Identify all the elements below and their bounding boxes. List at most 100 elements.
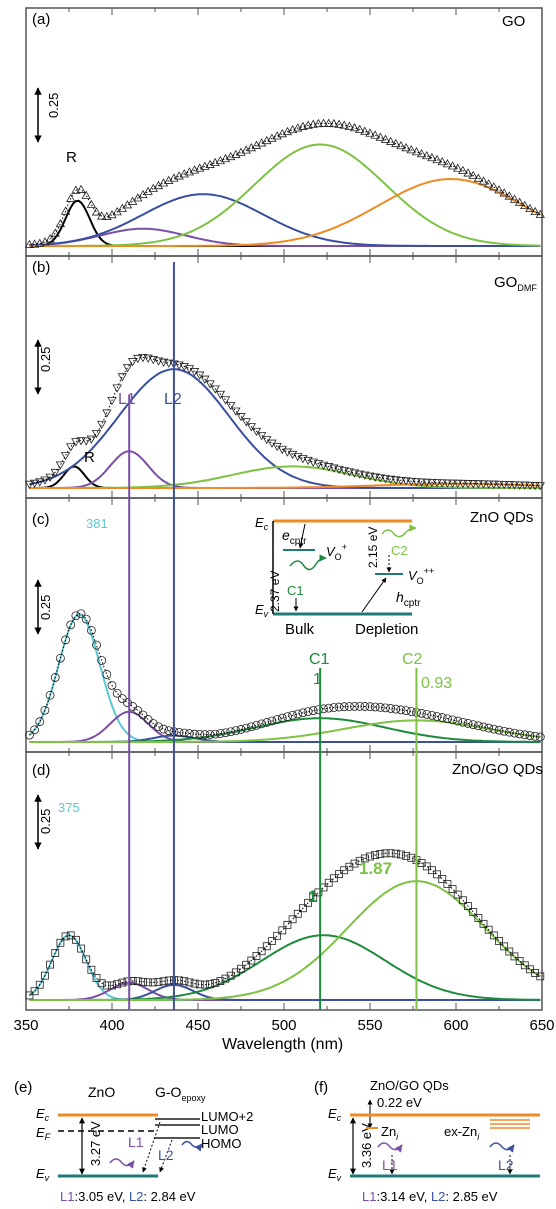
data-point — [344, 121, 355, 130]
data-point — [35, 717, 45, 727]
inset-bulk-label: Bulk — [285, 621, 315, 638]
L2-line-label: L2 — [164, 391, 182, 408]
data-point — [278, 926, 287, 935]
data-point — [416, 478, 427, 487]
data-point — [102, 670, 112, 679]
data-point — [299, 904, 307, 913]
data-point — [66, 931, 75, 940]
data-point — [324, 878, 333, 887]
data-point — [97, 979, 106, 988]
data-point — [474, 914, 483, 922]
data-point — [123, 698, 132, 708]
data-point — [113, 980, 122, 989]
panel-e-L1-label: L1 — [128, 1134, 144, 1150]
data-point — [432, 712, 442, 721]
data-point — [133, 977, 142, 986]
panel-e-band-diagram: (e) ZnO G-Oepoxy Ec EF Ev 3.27 eV LUMO+2… — [14, 1079, 253, 1204]
data-point — [46, 960, 54, 969]
panel-e-lumo-label: LUMO — [201, 1122, 239, 1137]
panel-e-lumo2-label: LUMO+2 — [201, 1109, 253, 1124]
data-point — [45, 234, 55, 243]
data-point — [350, 859, 359, 868]
data-point — [489, 480, 499, 489]
panel-c-label: (c) — [32, 511, 50, 528]
data-point — [495, 937, 503, 945]
data-point — [458, 479, 468, 489]
data-point — [366, 852, 374, 861]
data-point — [427, 710, 437, 720]
data-point — [308, 706, 318, 715]
panel-c-381-label: 381 — [86, 516, 108, 531]
data-point — [380, 475, 391, 484]
data-point — [200, 375, 210, 384]
data-point — [185, 978, 194, 987]
data-point — [344, 468, 355, 477]
data-point — [118, 978, 127, 987]
panel-e-caption: L1:3.05 eV, L2: 2.84 eV — [60, 1189, 196, 1204]
data-point — [309, 893, 318, 902]
data-point — [504, 191, 515, 200]
data-point — [61, 932, 70, 941]
data-point — [144, 978, 153, 987]
data-point — [60, 206, 71, 215]
data-point — [401, 143, 411, 152]
data-point — [391, 138, 401, 148]
data-point — [484, 723, 494, 733]
data-point — [61, 635, 70, 645]
data-point — [272, 715, 282, 724]
x-tick-label: 400 — [99, 1017, 124, 1034]
data-point — [190, 979, 199, 988]
data-point — [417, 708, 427, 718]
panel-c-scale-label: 0.25 — [38, 595, 53, 620]
x-tick-label: 650 — [529, 1017, 554, 1034]
data-point — [262, 718, 272, 727]
panel-e-gap-label: 3.27 eV — [88, 1121, 103, 1166]
panel-f-Ec-label: Ec — [328, 1106, 342, 1123]
inset-c2-label: C2 — [391, 543, 408, 558]
component-curve-C2 — [29, 880, 541, 1001]
data-point — [71, 935, 80, 944]
inset-vo2-label: VO++ — [408, 566, 434, 586]
data-point — [453, 163, 463, 172]
data-point — [505, 947, 514, 956]
component-curve-O — [29, 482, 541, 489]
data-point — [494, 480, 504, 490]
data-point — [190, 729, 199, 739]
panel-d-C2-ratio: 1.87 — [359, 859, 392, 878]
data-point — [200, 730, 210, 739]
data-point — [50, 673, 60, 682]
panel-f-zni-label: Zni — [381, 1124, 399, 1142]
data-point — [499, 188, 509, 197]
data-point — [25, 730, 34, 740]
data-point — [252, 952, 261, 960]
data-point — [370, 473, 380, 482]
data-point — [515, 957, 524, 965]
data-point — [97, 656, 107, 665]
data-point — [314, 888, 323, 897]
data-point — [386, 704, 396, 713]
inset-depletion-label: Depletion — [355, 621, 418, 638]
data-point — [247, 956, 256, 965]
data-point — [256, 432, 267, 441]
data-point — [77, 944, 85, 953]
data-point — [406, 145, 416, 154]
data-point — [504, 481, 515, 490]
data-point — [453, 890, 462, 899]
L1-line-label: L1 — [118, 391, 136, 408]
data-point — [283, 920, 292, 929]
panel-e-L2-dotted — [159, 1139, 173, 1173]
data-point — [288, 710, 298, 720]
data-point — [45, 690, 55, 700]
inset-237-label: 2.37 eV — [268, 571, 282, 612]
fit-curve — [29, 852, 541, 996]
data-point — [473, 721, 483, 731]
data-point — [107, 680, 117, 690]
data-point — [371, 851, 380, 859]
data-point — [499, 726, 509, 736]
data-point — [133, 706, 143, 715]
data-point — [92, 974, 101, 982]
panel-a-title: GO — [502, 13, 525, 30]
data-point — [427, 478, 437, 488]
data-point — [525, 481, 535, 491]
inset-c1-label: C1 — [287, 583, 304, 598]
